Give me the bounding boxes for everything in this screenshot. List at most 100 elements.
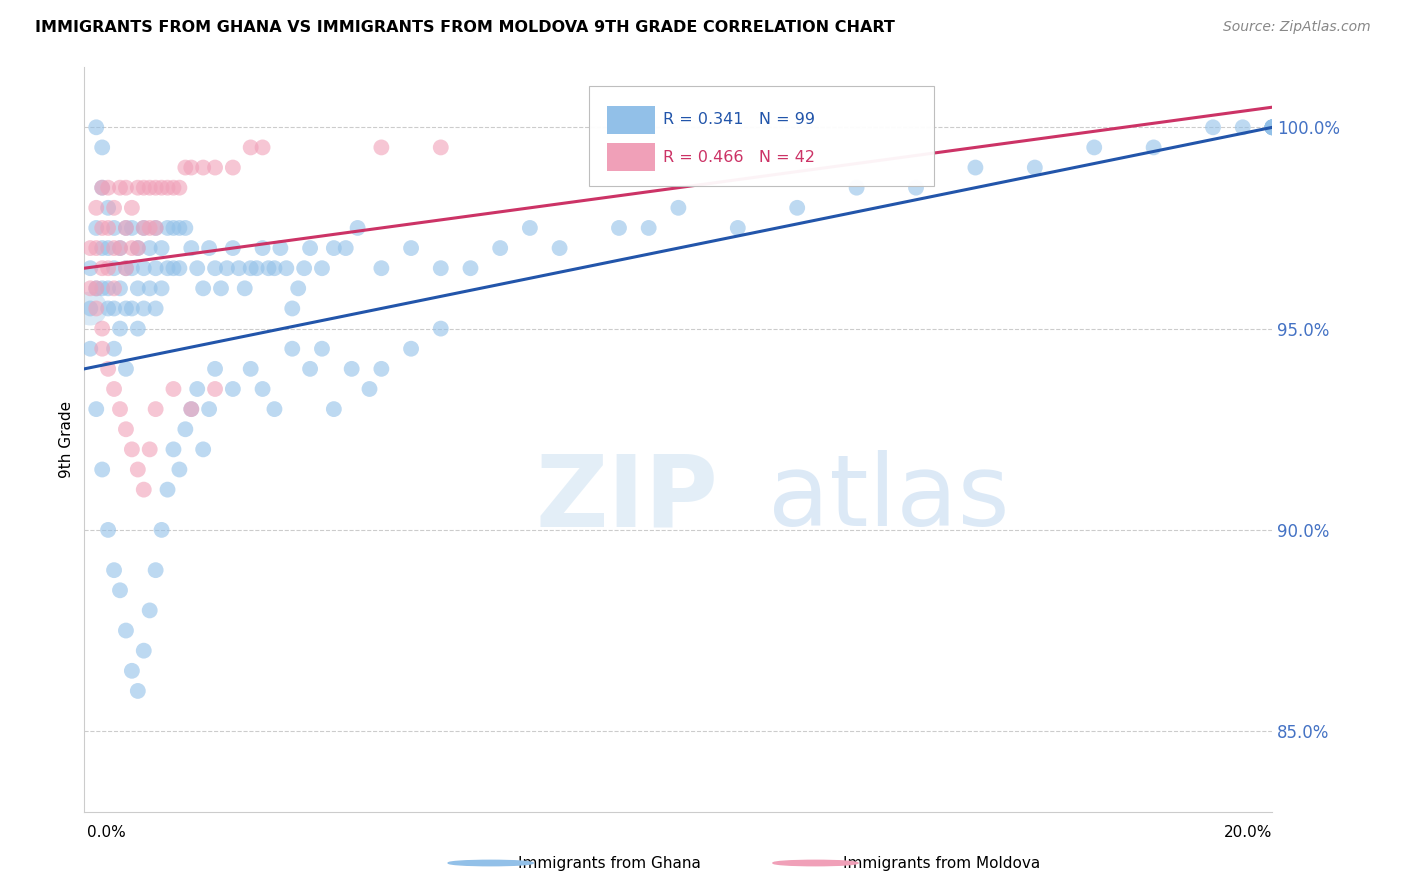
Point — [239, 261, 262, 276]
Point — [209, 281, 232, 295]
Text: IMMIGRANTS FROM GHANA VS IMMIGRANTS FROM MOLDOVA 9TH GRADE CORRELATION CHART: IMMIGRANTS FROM GHANA VS IMMIGRANTS FROM… — [35, 20, 896, 35]
Point — [222, 241, 245, 255]
Point — [108, 321, 131, 335]
Y-axis label: 9th Grade: 9th Grade — [59, 401, 75, 478]
Text: R = 0.341   N = 99: R = 0.341 N = 99 — [664, 112, 815, 128]
Point — [228, 261, 250, 276]
Text: Source: ZipAtlas.com: Source: ZipAtlas.com — [1223, 20, 1371, 34]
Point — [335, 241, 357, 255]
Point — [311, 342, 333, 356]
Point — [103, 221, 125, 235]
Point — [370, 261, 392, 276]
Point — [340, 362, 363, 376]
Point — [292, 261, 315, 276]
Point — [252, 140, 274, 154]
Point — [115, 221, 138, 235]
Point — [121, 201, 143, 215]
Point — [174, 221, 197, 235]
Point — [180, 402, 202, 417]
Point — [97, 221, 120, 235]
Point — [84, 402, 107, 417]
Point — [1261, 120, 1284, 135]
Point — [132, 221, 155, 235]
Point — [145, 402, 167, 417]
Point — [103, 261, 125, 276]
Point — [1261, 120, 1284, 135]
Point — [97, 241, 120, 255]
Point — [145, 221, 167, 235]
Point — [84, 281, 107, 295]
Point — [138, 281, 160, 295]
Point — [1083, 140, 1105, 154]
Text: 0.0%: 0.0% — [87, 825, 127, 840]
Point — [174, 422, 197, 436]
Point — [311, 261, 333, 276]
Point — [79, 241, 101, 255]
FancyBboxPatch shape — [589, 86, 934, 186]
Point — [287, 281, 309, 295]
Point — [169, 180, 191, 194]
Point — [252, 382, 274, 396]
Point — [84, 301, 107, 316]
Point — [84, 201, 107, 215]
Point — [145, 563, 167, 577]
Point — [150, 523, 173, 537]
Point — [215, 261, 238, 276]
Point — [668, 201, 690, 215]
Point — [607, 221, 630, 235]
Point — [138, 241, 160, 255]
Point — [97, 261, 120, 276]
Point — [145, 221, 167, 235]
Point — [346, 221, 368, 235]
Point — [91, 261, 114, 276]
Point — [121, 261, 143, 276]
Point — [127, 462, 149, 476]
Point — [1261, 120, 1284, 135]
Point — [79, 342, 101, 356]
Point — [115, 261, 138, 276]
Point — [97, 362, 120, 376]
Point — [162, 221, 184, 235]
Point — [162, 261, 184, 276]
Point — [198, 241, 221, 255]
Point — [370, 140, 392, 154]
Point — [1261, 120, 1284, 135]
Point — [263, 402, 285, 417]
Point — [204, 261, 226, 276]
Point — [91, 281, 114, 295]
Point — [132, 643, 155, 657]
Point — [1261, 120, 1284, 135]
Point — [156, 221, 179, 235]
Point — [84, 120, 107, 135]
Point — [299, 362, 322, 376]
Point — [257, 261, 280, 276]
Point — [84, 221, 107, 235]
Point — [430, 140, 453, 154]
Point — [132, 483, 155, 497]
Text: 20.0%: 20.0% — [1225, 825, 1272, 840]
Point — [905, 180, 928, 194]
Point — [115, 301, 138, 316]
Point — [84, 241, 107, 255]
Point — [233, 281, 256, 295]
Point — [127, 241, 149, 255]
Point — [115, 624, 138, 638]
Point — [460, 261, 482, 276]
Circle shape — [449, 860, 533, 866]
Point — [103, 342, 125, 356]
Point — [91, 180, 114, 194]
Point — [1202, 120, 1225, 135]
Point — [1143, 140, 1166, 154]
Point — [103, 201, 125, 215]
Point — [121, 221, 143, 235]
Point — [115, 261, 138, 276]
Point — [138, 603, 160, 617]
Point — [108, 402, 131, 417]
Point — [132, 221, 155, 235]
Point — [79, 281, 101, 295]
Point — [186, 261, 208, 276]
Point — [103, 301, 125, 316]
Point — [79, 261, 101, 276]
Point — [138, 180, 160, 194]
Point — [359, 382, 381, 396]
